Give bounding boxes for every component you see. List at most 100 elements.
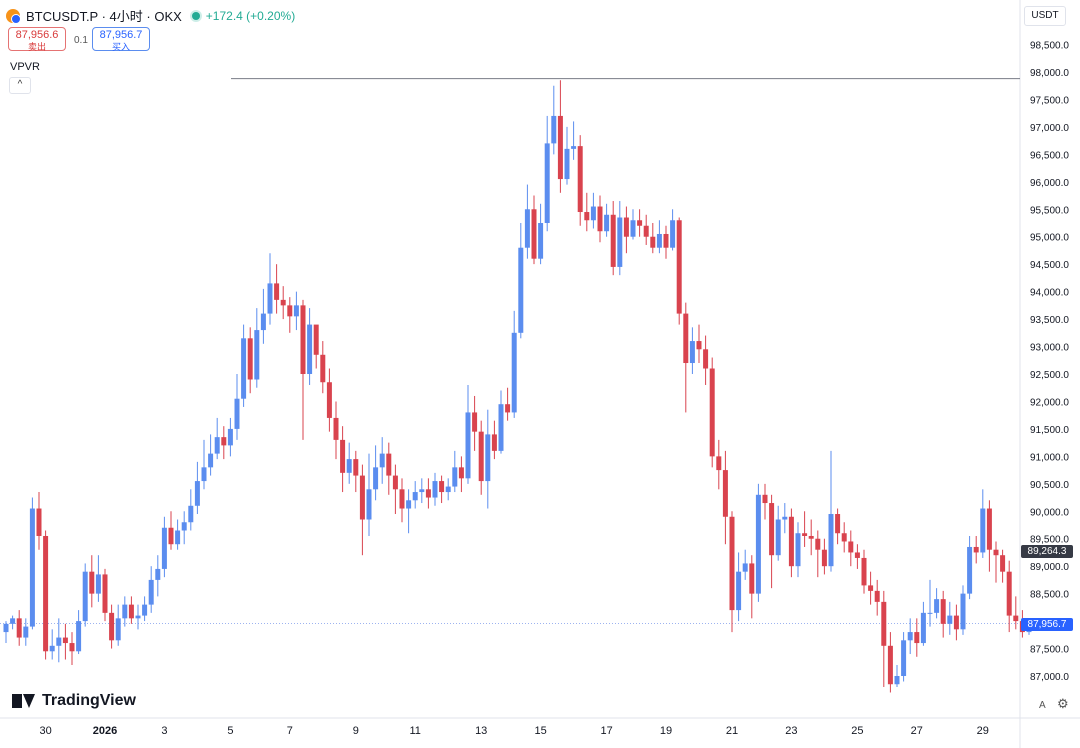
- candle-body: [194, 481, 200, 506]
- candle-body: [722, 470, 728, 517]
- candle-body: [353, 459, 359, 476]
- candle-body: [56, 637, 62, 646]
- candle-body: [571, 146, 577, 149]
- candle-body: [630, 220, 636, 237]
- candle-body: [505, 404, 511, 413]
- candle-body: [683, 313, 689, 364]
- candle-body: [122, 604, 128, 619]
- candle-body: [76, 621, 82, 652]
- last-price-label: 87,956.7: [1021, 618, 1073, 631]
- candle-body: [716, 456, 722, 471]
- candle-body: [894, 676, 900, 685]
- currency-selector[interactable]: USDT: [1024, 6, 1066, 26]
- candle-body: [755, 494, 761, 594]
- collapse-icon[interactable]: ^: [9, 77, 31, 94]
- candle-body: [221, 437, 227, 446]
- y-tick-label: 98,000.0: [1030, 68, 1069, 79]
- x-tick-label: 13: [475, 725, 487, 737]
- y-tick-label: 94,000.0: [1030, 288, 1069, 299]
- candle-body: [485, 434, 491, 482]
- y-tick-label: 89,000.0: [1030, 562, 1069, 573]
- candle-body: [907, 632, 913, 641]
- x-tick-label: 29: [977, 725, 989, 737]
- price-change: +172.4 (+0.20%): [205, 8, 296, 23]
- candle-body: [274, 283, 280, 300]
- candle-body: [82, 571, 88, 622]
- sell-button[interactable]: 87,956.6 卖出: [8, 27, 66, 52]
- candle-body: [808, 535, 814, 539]
- x-tick-label: 30: [39, 725, 51, 737]
- candle-body: [472, 412, 478, 432]
- candle-body: [109, 612, 115, 641]
- candle-body: [425, 489, 431, 498]
- candle-body: [16, 618, 22, 638]
- candle-body: [769, 503, 775, 556]
- symbol-title[interactable]: BTCUSDT.P · 4小时 · OKX: [26, 9, 182, 24]
- candle-body: [650, 236, 656, 248]
- buy-label: 买入: [111, 42, 130, 52]
- candle-body: [386, 453, 392, 476]
- y-tick-label: 95,000.0: [1030, 233, 1069, 244]
- candle-body: [557, 115, 563, 180]
- candle-body: [36, 508, 42, 536]
- candle-body: [326, 382, 332, 418]
- candle-body: [854, 552, 860, 558]
- candle-body: [201, 467, 207, 482]
- candle-body: [703, 349, 709, 369]
- candle-body: [729, 516, 735, 611]
- candle-body: [168, 527, 174, 545]
- candle-body: [10, 618, 16, 624]
- candle-body: [439, 481, 445, 493]
- candle-body: [868, 585, 874, 591]
- x-tick-label: 23: [785, 725, 797, 737]
- y-tick-label: 92,500.0: [1030, 370, 1069, 381]
- price-marker-label: 89,264.3: [1021, 545, 1073, 558]
- y-tick-label: 96,000.0: [1030, 178, 1069, 189]
- candle-body: [307, 324, 313, 374]
- gear-icon[interactable]: ⚙: [1057, 696, 1069, 711]
- candle-body: [637, 220, 643, 226]
- candle-body: [815, 538, 821, 550]
- candle-body: [432, 481, 438, 498]
- sell-price: 87,956.6: [15, 29, 59, 41]
- candle-body: [234, 398, 240, 429]
- candle-body: [188, 505, 194, 523]
- candle-body: [241, 338, 247, 399]
- candle-body: [782, 516, 788, 520]
- candle-body: [597, 206, 603, 232]
- candle-body: [260, 313, 266, 331]
- candle-body: [227, 428, 233, 446]
- buy-button[interactable]: 87,956.7 买入: [92, 27, 150, 52]
- candle-body: [518, 247, 524, 333]
- candle-body: [214, 437, 220, 454]
- candle-body: [1013, 615, 1019, 622]
- candle-body: [280, 299, 286, 306]
- candle-body: [676, 220, 682, 314]
- candle-body: [346, 459, 352, 473]
- x-tick-label: 25: [851, 725, 863, 737]
- candle-body: [643, 225, 649, 237]
- indicator-vpvr[interactable]: VPVR: [10, 61, 40, 73]
- y-tick-label: 91,000.0: [1030, 452, 1069, 463]
- candle-body: [670, 220, 676, 248]
- candle-body: [23, 626, 29, 638]
- x-tick-label: 9: [353, 725, 359, 737]
- x-tick-label: 21: [726, 725, 738, 737]
- candle-body: [821, 549, 827, 567]
- y-tick-label: 97,500.0: [1030, 95, 1069, 106]
- auto-scale-button[interactable]: A: [1039, 700, 1046, 711]
- candle-body: [927, 612, 933, 614]
- candle-body: [980, 508, 986, 553]
- candle-body: [736, 571, 742, 611]
- candle-body: [531, 209, 537, 259]
- market-open-icon: [191, 11, 200, 20]
- candle-body: [551, 115, 557, 144]
- candle-body: [762, 494, 768, 504]
- candle-body: [148, 579, 154, 605]
- candle-body: [544, 143, 550, 223]
- btc-symbol-icon: [6, 8, 21, 24]
- x-tick-label: 27: [911, 725, 923, 737]
- y-tick-label: 87,000.0: [1030, 672, 1069, 683]
- spread-value: 0.1: [74, 35, 88, 46]
